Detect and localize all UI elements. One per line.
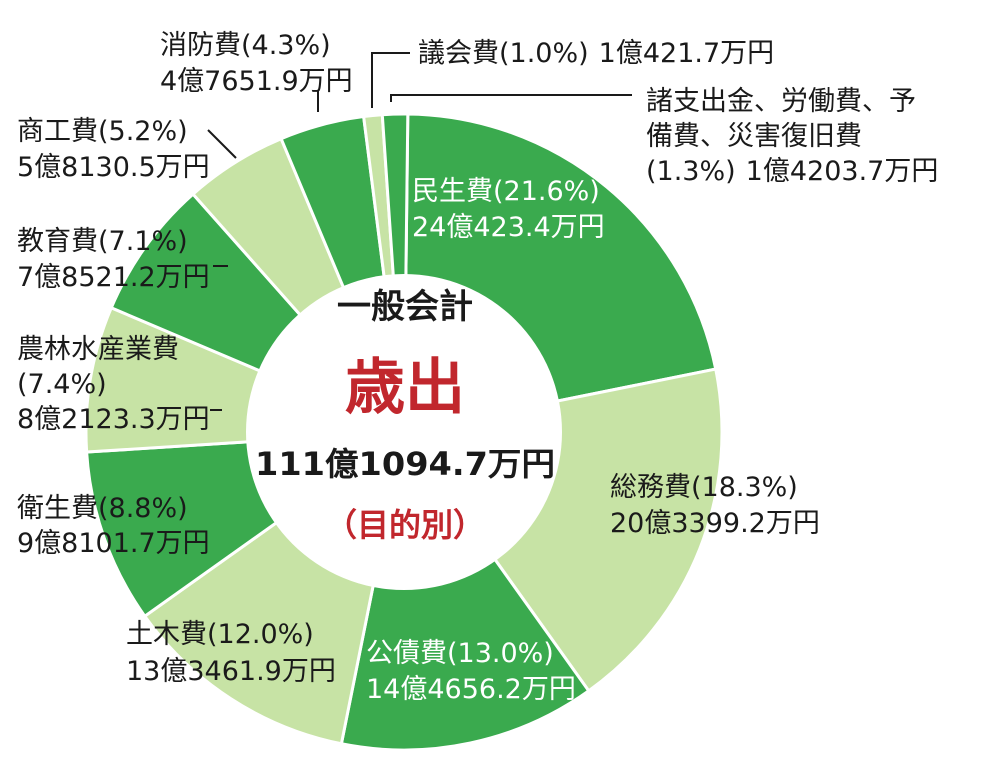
label-shoshishutsu-line3: (1.3%) 1億4203.7万円 bbox=[646, 156, 938, 187]
value-kousai: 14億4656.2万円 bbox=[366, 674, 576, 705]
label-eisei: 衛生費(8.8%) bbox=[17, 493, 188, 524]
value-nourin: 8億2123.3万円 bbox=[17, 404, 210, 435]
label-gikai: 議会費(1.0%) 1億421.7万円 bbox=[418, 38, 774, 69]
label-percent: (8.8%) bbox=[98, 493, 188, 524]
leader-line-shoukou bbox=[207, 129, 237, 159]
label-value: 1億4203.7万円 bbox=[746, 156, 939, 187]
label-percent: (13.0%) bbox=[447, 638, 554, 669]
value-eisei: 9億8101.7万円 bbox=[17, 528, 210, 559]
donut-hole bbox=[246, 274, 562, 590]
label-percent: (7.1%) bbox=[98, 226, 188, 257]
label-shoubou: 消防費(4.3%) bbox=[160, 30, 331, 61]
label-name: 衛生費 bbox=[17, 493, 98, 524]
label-nourin-name: 農林水産業費 bbox=[17, 334, 179, 365]
label-kousai: 公債費(13.0%) bbox=[366, 638, 554, 669]
label-soumu: 総務費(18.3%) bbox=[610, 472, 798, 503]
label-name: 土木費 bbox=[126, 619, 207, 650]
label-minsei: 民生費(21.6%) bbox=[412, 176, 600, 207]
leader-lines bbox=[207, 52, 632, 411]
label-name: 教育費 bbox=[17, 226, 98, 257]
label-percent: (12.0%) bbox=[207, 619, 314, 650]
label-shoshishutsu-line1: 諸支出金、労働費、予 bbox=[646, 86, 916, 117]
label-value: 1億421.7万円 bbox=[599, 38, 774, 69]
label-kyouiku: 教育費(7.1%) bbox=[17, 226, 188, 257]
leader-line-shoshishutsu bbox=[390, 94, 632, 102]
label-name: 民生費 bbox=[412, 176, 493, 207]
value-kyouiku: 7億8521.2万円 bbox=[17, 262, 210, 293]
center-title-1: 一般会計 bbox=[337, 287, 473, 327]
label-percent: (1.3%) bbox=[646, 156, 736, 187]
value-shoubou: 4億7651.9万円 bbox=[160, 66, 353, 97]
label-name: 公債費 bbox=[366, 638, 447, 669]
label-name: 消防費 bbox=[160, 30, 241, 61]
value-doboku: 13億3461.9万円 bbox=[126, 656, 336, 687]
label-nourin-percent: (7.4%) bbox=[17, 369, 107, 400]
value-shoukou: 5億8130.5万円 bbox=[17, 152, 210, 183]
center-total: 111億1094.7万円 bbox=[255, 445, 555, 483]
label-percent: (5.2%) bbox=[98, 116, 188, 147]
label-name: 商工費 bbox=[17, 116, 98, 147]
label-percent: (18.3%) bbox=[691, 472, 798, 503]
value-minsei: 24億423.4万円 bbox=[412, 212, 605, 243]
label-shoshishutsu-line2: 備費、災害復旧費 bbox=[646, 121, 862, 152]
center-title-2: 歳出 bbox=[345, 353, 465, 423]
label-percent: (21.6%) bbox=[493, 176, 600, 207]
label-doboku: 土木費(12.0%) bbox=[126, 619, 314, 650]
label-name: 総務費 bbox=[610, 472, 691, 503]
label-percent: (4.3%) bbox=[241, 30, 331, 61]
label-shoukou: 商工費(5.2%) bbox=[17, 116, 188, 147]
value-soumu: 20億3399.2万円 bbox=[610, 508, 820, 539]
center-subtitle: （目的別） bbox=[325, 506, 485, 544]
leader-line-gikai bbox=[371, 52, 410, 108]
label-percent: (1.0%) bbox=[499, 38, 589, 69]
label-name: 議会費 bbox=[418, 38, 499, 69]
